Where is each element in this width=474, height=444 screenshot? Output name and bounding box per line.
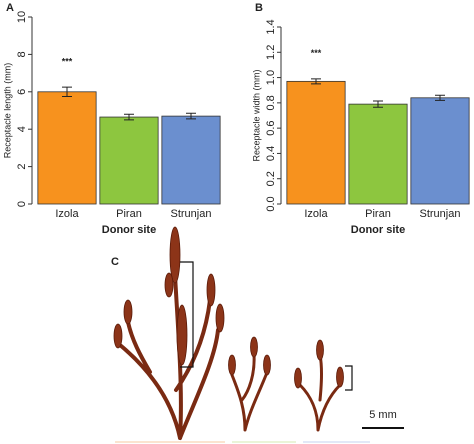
- y-tick-label: 0: [16, 201, 28, 207]
- y-tick-label: 0.6: [265, 120, 277, 135]
- photo: [113, 226, 404, 443]
- x-tick-label: Strunjan: [171, 208, 212, 220]
- bar: [348, 103, 408, 205]
- error-bar: [186, 112, 196, 120]
- x-axis-label: Donor site: [102, 224, 156, 236]
- panel-label: B: [255, 2, 263, 14]
- annotation: ***: [62, 57, 73, 67]
- x-tick-label: Strunjan: [420, 208, 461, 220]
- y-tick-label: 2: [16, 164, 28, 170]
- panel-label: C: [111, 256, 119, 268]
- error-bar: [62, 86, 72, 97]
- error-bar: [311, 78, 321, 85]
- y-tick-label: 8: [16, 51, 28, 57]
- x-axis-label: Donor site: [351, 224, 405, 236]
- error-bar: [373, 100, 383, 108]
- x-tick-label: Piran: [116, 208, 142, 220]
- bar: [37, 91, 97, 205]
- y-tick-label: 4: [16, 126, 28, 132]
- bar: [286, 80, 346, 205]
- x-tick-label: Izola: [304, 208, 328, 220]
- y-tick-label: 1.0: [265, 70, 277, 85]
- bar: [161, 115, 221, 205]
- annotation: ***: [311, 48, 322, 58]
- y-tick-label: 6: [16, 89, 28, 95]
- y-tick-label: 0.8: [265, 95, 277, 110]
- y-axis-label: Receptacle width (mm): [251, 69, 261, 161]
- error-bar: [124, 113, 134, 121]
- y-axis-label: Receptacle length (mm): [2, 63, 12, 159]
- y-tick-label: 0.4: [265, 146, 277, 161]
- y-tick-label: 1.2: [265, 45, 277, 60]
- error-bar: [435, 94, 445, 101]
- y-tick-label: 1.4: [265, 19, 277, 34]
- y-tick-label: 0.2: [265, 171, 277, 186]
- bar: [99, 116, 159, 205]
- y-tick-label: 0.0: [265, 196, 277, 211]
- y-tick-label: 10: [16, 11, 28, 23]
- x-tick-label: Izola: [55, 208, 79, 220]
- bar: [410, 97, 470, 205]
- panel-label: A: [6, 2, 14, 14]
- scale-bar-label: 5 mm: [369, 409, 397, 421]
- x-tick-label: Piran: [365, 208, 391, 220]
